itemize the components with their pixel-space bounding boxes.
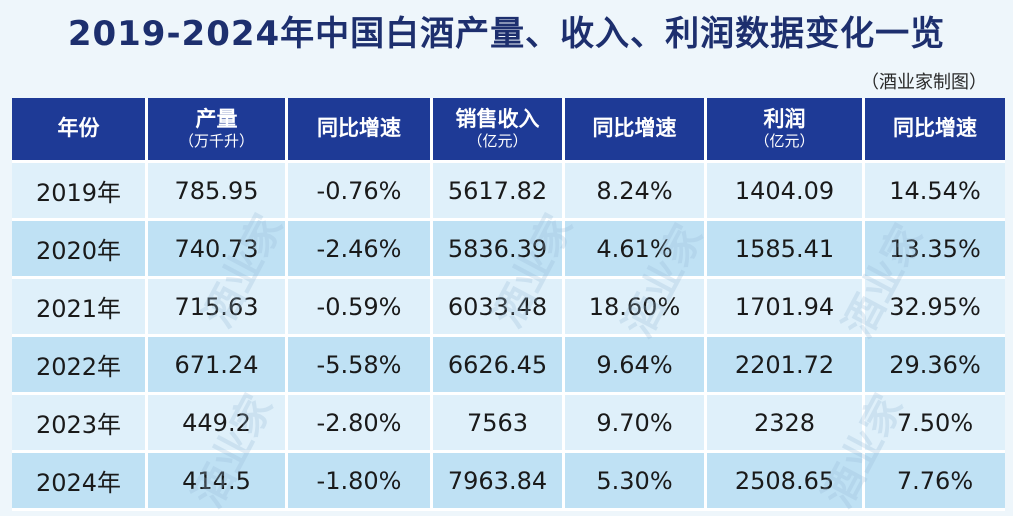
cell-revenue: 6033.48: [433, 279, 565, 337]
cell-output-growth: -2.80%: [288, 395, 433, 453]
cell-year: 2020年: [12, 221, 148, 279]
cell-profit: 1404.09: [707, 163, 865, 221]
cell-profit-growth: 13.35%: [865, 221, 1005, 279]
cell-revenue: 7963.84: [433, 453, 565, 511]
header-output: 产量 （万千升）: [148, 98, 288, 163]
cell-profit-growth: 14.54%: [865, 163, 1005, 221]
header-profit: 利润 （亿元）: [707, 98, 865, 163]
cell-revenue: 6626.45: [433, 337, 565, 395]
cell-output: 715.63: [148, 279, 288, 337]
cell-output-growth: -0.76%: [288, 163, 433, 221]
header-revenue: 销售收入 （亿元）: [433, 98, 565, 163]
cell-year: 2022年: [12, 337, 148, 395]
cell-output: 785.95: [148, 163, 288, 221]
cell-year: 2021年: [12, 279, 148, 337]
cell-profit-growth: 32.95%: [865, 279, 1005, 337]
cell-revenue-growth: 8.24%: [565, 163, 707, 221]
cell-revenue: 7563: [433, 395, 565, 453]
source-note: （酒业家制图）: [861, 72, 987, 93]
cell-profit: 1585.41: [707, 221, 865, 279]
cell-output-growth: -2.46%: [288, 221, 433, 279]
cell-profit: 2201.72: [707, 337, 865, 395]
cell-output-growth: -0.59%: [288, 279, 433, 337]
cell-revenue: 5617.82: [433, 163, 565, 221]
cell-output-growth: -5.58%: [288, 337, 433, 395]
cell-revenue-growth: 9.64%: [565, 337, 707, 395]
data-table: 年份 产量 （万千升） 同比增速 销售收入 （亿元） 同比增速 利润 （亿元） 同比增…: [12, 98, 1005, 511]
header-row: 年份 产量 （万千升） 同比增速 销售收入 （亿元） 同比增速 利润 （亿元） 同比增…: [12, 98, 1005, 163]
cell-profit-growth: 7.76%: [865, 453, 1005, 511]
cell-output: 671.24: [148, 337, 288, 395]
table-row: 2022年 671.24 -5.58% 6626.45 9.64% 2201.7…: [12, 337, 1005, 395]
cell-revenue-growth: 18.60%: [565, 279, 707, 337]
cell-output: 414.5: [148, 453, 288, 511]
cell-output: 740.73: [148, 221, 288, 279]
cell-revenue-growth: 9.70%: [565, 395, 707, 453]
cell-revenue-growth: 4.61%: [565, 221, 707, 279]
table-row: 2024年 414.5 -1.80% 7963.84 5.30% 2508.65…: [12, 453, 1005, 511]
cell-profit: 1701.94: [707, 279, 865, 337]
cell-revenue-growth: 5.30%: [565, 453, 707, 511]
cell-output-growth: -1.80%: [288, 453, 433, 511]
header-revenue-growth: 同比增速: [565, 98, 707, 163]
page-title: 2019-2024年中国白酒产量、收入、利润数据变化一览: [67, 14, 946, 54]
table-row: 2021年 715.63 -0.59% 6033.48 18.60% 1701.…: [12, 279, 1005, 337]
table-row: 2019年 785.95 -0.76% 5617.82 8.24% 1404.0…: [12, 163, 1005, 221]
header-output-growth: 同比增速: [288, 98, 433, 163]
cell-profit: 2508.65: [707, 453, 865, 511]
table-row: 2020年 740.73 -2.46% 5836.39 4.61% 1585.4…: [12, 221, 1005, 279]
table-row: 2023年 449.2 -2.80% 7563 9.70% 2328 7.50%: [12, 395, 1005, 453]
cell-output: 449.2: [148, 395, 288, 453]
cell-year: 2019年: [12, 163, 148, 221]
header-profit-growth: 同比增速: [865, 98, 1005, 163]
cell-year: 2024年: [12, 453, 148, 511]
cell-year: 2023年: [12, 395, 148, 453]
cell-revenue: 5836.39: [433, 221, 565, 279]
header-year: 年份: [12, 98, 148, 163]
cell-profit-growth: 7.50%: [865, 395, 1005, 453]
cell-profit-growth: 29.36%: [865, 337, 1005, 395]
cell-profit: 2328: [707, 395, 865, 453]
